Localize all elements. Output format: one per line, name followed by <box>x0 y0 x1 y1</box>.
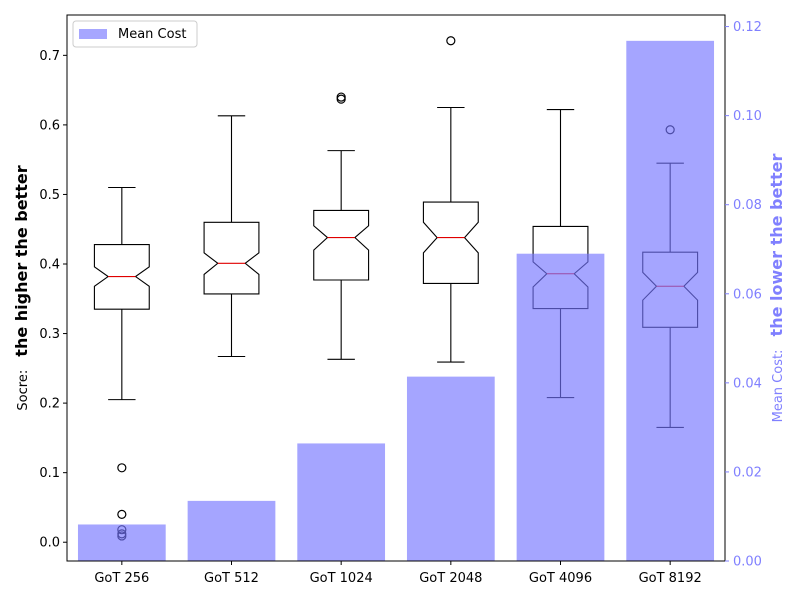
box-1 <box>93 186 150 541</box>
box-body <box>203 221 260 295</box>
legend-label-mean-cost: Mean Cost <box>118 27 186 42</box>
right-tick-label: 0.02 <box>733 465 762 480</box>
left-axis-label: Socre: the higher the better <box>12 165 31 410</box>
box-3 <box>313 92 370 360</box>
right-tick-label: 0.06 <box>733 287 762 302</box>
right-tick-label: 0.08 <box>733 198 762 213</box>
right-tick-label: 0.10 <box>733 109 762 124</box>
outlier-point <box>117 463 127 473</box>
cost-bar-1 <box>77 524 166 561</box>
x-axis: GoT 256 GoT 512 GoT 1024 GoT 2048 GoT 4096 Go… <box>94 561 702 586</box>
right-tick-label: 0.00 <box>733 555 762 570</box>
left-tick-label: 0.2 <box>39 397 60 412</box>
box-4 <box>422 36 479 363</box>
left-tick-label: 0.7 <box>39 49 60 64</box>
left-axis-label-prefix: Socre: <box>16 370 31 411</box>
left-y-axis: 0.0 0.1 0.2 0.3 0.4 0.5 0.6 0.7 <box>39 49 67 551</box>
left-axis-label-emphasis: the higher the better <box>12 165 31 356</box>
box-body <box>93 243 150 310</box>
left-tick-label: 0.6 <box>39 118 60 133</box>
box-2 <box>203 115 260 358</box>
cost-bar-6 <box>626 40 715 562</box>
right-axis-label-prefix: Mean Cost: <box>771 350 786 423</box>
right-axis-label: Mean Cost: the lower the better <box>767 154 786 423</box>
outlier-point <box>336 94 346 104</box>
outlier-point <box>117 509 127 519</box>
legend: Mean Cost <box>72 20 198 48</box>
score-boxes <box>93 36 699 541</box>
left-tick-label: 0.0 <box>39 536 60 551</box>
box-body <box>313 209 370 281</box>
cost-bar-2 <box>187 500 276 561</box>
left-tick-label: 0.3 <box>39 327 60 342</box>
right-tick-label: 0.12 <box>733 20 762 35</box>
left-tick-label: 0.4 <box>39 258 60 273</box>
legend-swatch-mean-cost <box>79 29 107 39</box>
cost-bar-4 <box>406 376 495 561</box>
outlier-point <box>446 36 456 46</box>
box-body <box>422 201 479 285</box>
plot-frame <box>66 14 726 562</box>
cost-bar-3 <box>297 443 386 561</box>
left-tick-label: 0.5 <box>39 188 60 203</box>
right-y-axis: 0.00 0.02 0.04 0.06 0.08 0.10 0.12 <box>725 20 762 570</box>
x-tick-label: GoT 512 <box>204 571 259 586</box>
x-tick-label: GoT 2048 <box>419 571 482 586</box>
cost-bar-5 <box>516 253 605 561</box>
cost-bars <box>77 40 715 562</box>
legend-frame <box>72 20 198 48</box>
x-tick-label: GoT 8192 <box>639 571 702 586</box>
right-tick-label: 0.04 <box>733 376 762 391</box>
left-tick-label: 0.1 <box>39 466 60 481</box>
x-tick-label: GoT 1024 <box>310 571 373 586</box>
right-axis-label-emphasis: the lower the better <box>767 154 786 337</box>
x-tick-label: GoT 256 <box>94 571 149 586</box>
x-tick-label: GoT 4096 <box>529 571 592 586</box>
